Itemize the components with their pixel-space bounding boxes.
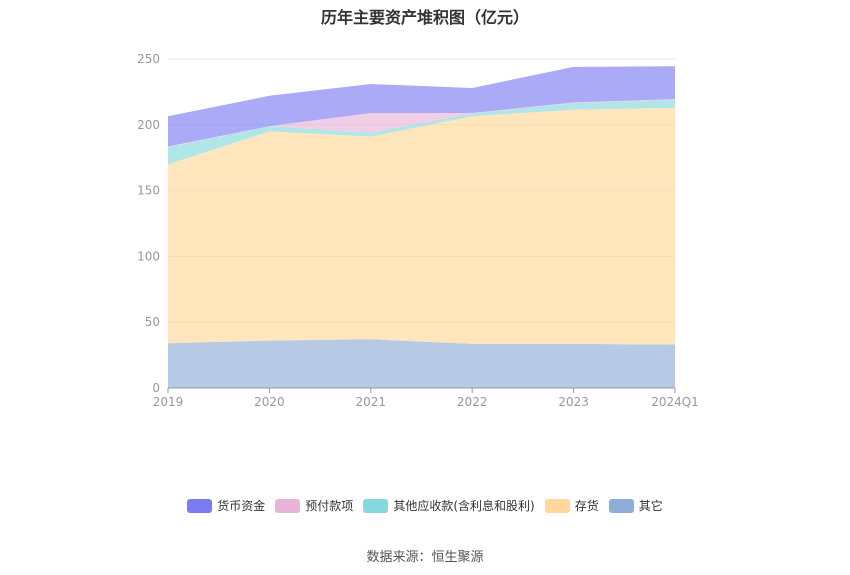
chart-title: 历年主要资产堆积图（亿元） bbox=[320, 8, 529, 27]
x-tick-label: 2023 bbox=[558, 395, 589, 409]
x-tick-label: 2020 bbox=[254, 395, 285, 409]
axes: 0 50 100 150 200 250 2019 2020 2021 2022 2023 2024Q… bbox=[137, 52, 699, 409]
legend-label: 存货 bbox=[574, 499, 599, 513]
legend-swatch bbox=[187, 498, 213, 513]
y-tick-label: 150 bbox=[137, 184, 160, 198]
legend-swatch bbox=[275, 498, 301, 513]
y-tick-label: 100 bbox=[137, 249, 160, 263]
area-1 bbox=[168, 107, 675, 345]
legend-swatch bbox=[544, 498, 570, 513]
legend-label: 其他应收款(含利息和股利) bbox=[393, 499, 535, 513]
legend-item[interactable]: 其它 bbox=[608, 497, 663, 514]
x-tick-label: 2024Q1 bbox=[651, 395, 699, 409]
y-tick-label: 0 bbox=[152, 381, 160, 395]
area-series bbox=[168, 66, 675, 388]
chart-legend: 货币资金 预付款项 其他应收款(含利息和股利) 存货 其它 bbox=[0, 497, 850, 514]
legend-label: 其它 bbox=[638, 499, 663, 513]
area-3 bbox=[168, 99, 675, 148]
x-tick-label: 2019 bbox=[153, 395, 184, 409]
area-2 bbox=[168, 99, 675, 165]
area-4 bbox=[168, 66, 675, 147]
legend-label: 货币资金 bbox=[217, 499, 266, 513]
y-tick-label: 250 bbox=[137, 52, 160, 66]
y-tick-label: 200 bbox=[137, 118, 160, 132]
legend-swatch bbox=[608, 498, 634, 513]
x-tick-label: 2021 bbox=[356, 395, 387, 409]
y-tick-label: 50 bbox=[145, 315, 160, 329]
area-0 bbox=[168, 339, 675, 388]
legend-item[interactable]: 存货 bbox=[544, 497, 599, 514]
legend-swatch bbox=[363, 498, 389, 513]
data-source-note: 数据来源：恒生聚源 bbox=[366, 550, 484, 565]
legend-item[interactable]: 预付款项 bbox=[275, 497, 353, 514]
legend-item[interactable]: 货币资金 bbox=[187, 497, 265, 514]
x-tick-label: 2022 bbox=[457, 395, 488, 409]
legend-item[interactable]: 其他应收款(含利息和股利) bbox=[363, 497, 535, 514]
legend-label: 预付款项 bbox=[305, 499, 354, 513]
